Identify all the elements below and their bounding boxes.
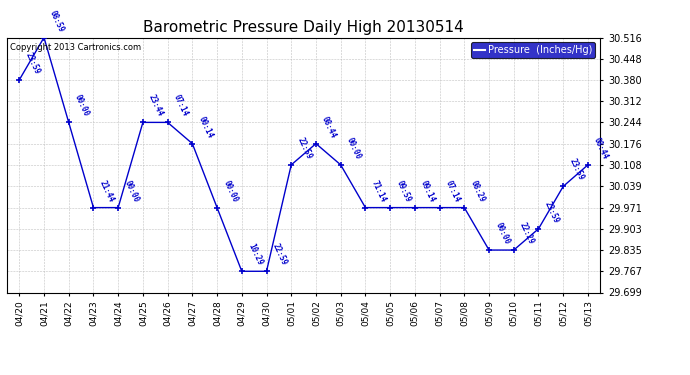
Text: 22:29: 22:29 bbox=[518, 221, 536, 246]
Text: 00:00: 00:00 bbox=[345, 136, 363, 160]
Text: 00:00: 00:00 bbox=[122, 178, 140, 203]
Text: 09:59: 09:59 bbox=[394, 178, 412, 203]
Text: 00:00: 00:00 bbox=[221, 178, 239, 203]
Text: 10:29: 10:29 bbox=[246, 242, 264, 267]
Text: 08:44: 08:44 bbox=[320, 115, 338, 140]
Text: 21:44: 21:44 bbox=[97, 178, 115, 203]
Text: 08:59: 08:59 bbox=[48, 9, 66, 33]
Text: 71:14: 71:14 bbox=[370, 178, 388, 203]
Legend: Pressure  (Inches/Hg): Pressure (Inches/Hg) bbox=[471, 42, 595, 58]
Text: 09:14: 09:14 bbox=[419, 178, 437, 203]
Text: 23:44: 23:44 bbox=[147, 93, 165, 118]
Text: 00:00: 00:00 bbox=[493, 221, 511, 246]
Text: 00:00: 00:00 bbox=[73, 93, 91, 118]
Text: 23:59: 23:59 bbox=[23, 51, 41, 76]
Text: 07:14: 07:14 bbox=[444, 178, 462, 203]
Title: Barometric Pressure Daily High 20130514: Barometric Pressure Daily High 20130514 bbox=[144, 20, 464, 35]
Text: 00:14: 00:14 bbox=[197, 115, 215, 140]
Text: 08:44: 08:44 bbox=[592, 136, 610, 160]
Text: 22:59: 22:59 bbox=[270, 242, 288, 267]
Text: 08:29: 08:29 bbox=[469, 178, 486, 203]
Text: 23:59: 23:59 bbox=[567, 158, 585, 182]
Text: 07:14: 07:14 bbox=[172, 93, 190, 118]
Text: 22:59: 22:59 bbox=[295, 136, 313, 160]
Text: Copyright 2013 Cartronics.com: Copyright 2013 Cartronics.com bbox=[10, 43, 141, 52]
Text: 23:59: 23:59 bbox=[542, 200, 560, 225]
